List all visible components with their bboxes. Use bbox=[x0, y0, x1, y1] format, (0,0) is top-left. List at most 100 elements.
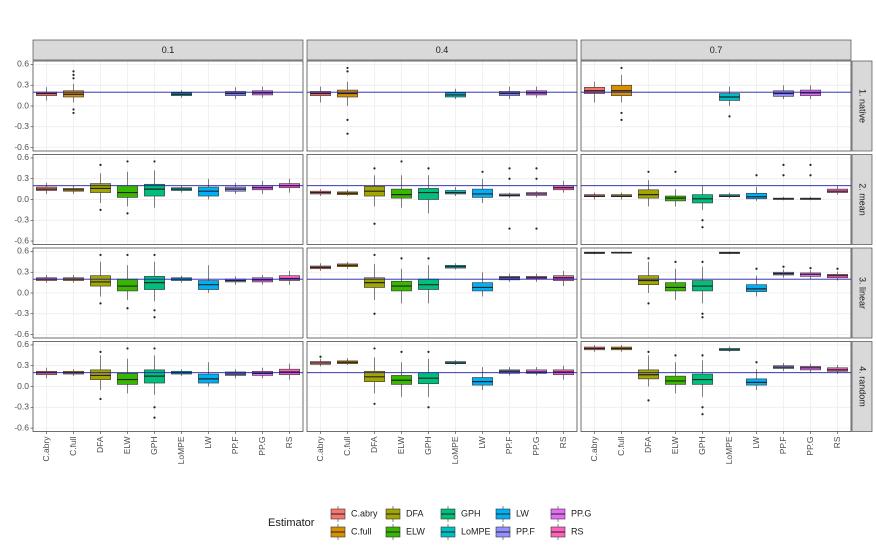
box bbox=[90, 369, 111, 380]
panel bbox=[306, 247, 578, 339]
outlier bbox=[809, 163, 812, 166]
x-tick-label: LoMPE bbox=[724, 436, 734, 464]
outlier bbox=[72, 73, 75, 76]
outlier bbox=[72, 70, 75, 73]
strip-bg bbox=[580, 39, 852, 61]
box bbox=[638, 189, 659, 199]
outlier bbox=[701, 312, 704, 315]
y-tick-label: 0.6 bbox=[17, 339, 29, 349]
panel bbox=[306, 60, 578, 152]
outlier bbox=[126, 347, 129, 350]
legend-label: PP.F bbox=[516, 526, 535, 536]
outlier bbox=[400, 160, 403, 163]
outlier bbox=[755, 361, 758, 364]
panel-border bbox=[580, 154, 852, 245]
outlier bbox=[427, 350, 430, 353]
x-tick-label: PP.F bbox=[504, 437, 514, 455]
y-tick-label: -0.6 bbox=[14, 142, 29, 152]
box bbox=[665, 375, 686, 385]
outlier bbox=[427, 167, 430, 170]
outlier bbox=[701, 354, 704, 357]
outlier bbox=[346, 70, 349, 73]
outlier bbox=[346, 118, 349, 121]
row-label: 4. random bbox=[858, 366, 868, 407]
outlier bbox=[126, 160, 129, 163]
strip-bg bbox=[32, 39, 304, 61]
panel bbox=[306, 341, 578, 432]
x-tick-label: C.full bbox=[68, 436, 78, 455]
strip-bg bbox=[851, 154, 873, 245]
outlier bbox=[427, 257, 430, 260]
x-tick-label: PP.F bbox=[230, 437, 240, 455]
panel bbox=[580, 341, 852, 432]
outlier bbox=[99, 350, 102, 353]
outlier bbox=[647, 350, 650, 353]
legend-label: PP.G bbox=[571, 508, 591, 518]
outlier bbox=[535, 167, 538, 170]
outlier bbox=[728, 115, 731, 118]
x-tick-label: DFA bbox=[95, 436, 105, 453]
outlier bbox=[701, 316, 704, 319]
x-tick-label: C.abry bbox=[315, 436, 325, 462]
legend-label: LoMPE bbox=[461, 526, 491, 536]
x-tick-label: LoMPE bbox=[176, 436, 186, 464]
x-tick-label: LoMPE bbox=[450, 436, 460, 464]
panel bbox=[580, 247, 852, 339]
box bbox=[472, 282, 493, 292]
y-tick-label: 0.6 bbox=[17, 246, 29, 256]
outlier bbox=[674, 260, 677, 263]
outlier bbox=[373, 222, 376, 225]
y-tick-label: 0.3 bbox=[17, 173, 29, 183]
outlier bbox=[373, 402, 376, 405]
panel-border bbox=[306, 60, 578, 152]
x-tick-label: GPH bbox=[149, 437, 159, 455]
strip-bg bbox=[851, 247, 873, 339]
outlier bbox=[701, 406, 704, 409]
outlier bbox=[755, 174, 758, 177]
outlier bbox=[400, 257, 403, 260]
outlier bbox=[99, 397, 102, 401]
panel-border bbox=[306, 154, 578, 245]
outlier bbox=[153, 253, 156, 257]
box bbox=[144, 183, 165, 197]
panel bbox=[32, 154, 304, 245]
outlier bbox=[701, 260, 704, 263]
x-tick-label: C.abry bbox=[41, 436, 51, 462]
x-tick-label: LW bbox=[477, 437, 487, 449]
outlier bbox=[701, 413, 704, 416]
outlier bbox=[508, 177, 511, 180]
y-tick-label: -0.3 bbox=[14, 308, 29, 318]
panel bbox=[580, 154, 852, 245]
column-label: 0.7 bbox=[710, 45, 723, 55]
legend-label: DFA bbox=[406, 508, 424, 518]
box bbox=[418, 188, 439, 200]
x-tick-label: DFA bbox=[643, 436, 653, 453]
box bbox=[117, 278, 138, 292]
outlier bbox=[153, 316, 156, 319]
y-tick-label: 0.0 bbox=[17, 100, 29, 110]
panel-border bbox=[32, 247, 304, 339]
outlier bbox=[153, 347, 156, 350]
outlier bbox=[126, 212, 129, 215]
panel-border bbox=[32, 154, 304, 245]
outlier bbox=[99, 208, 102, 211]
outlier bbox=[346, 66, 349, 70]
panel bbox=[580, 60, 852, 152]
box bbox=[117, 185, 138, 198]
panel-border bbox=[306, 247, 578, 339]
x-tick-label: GPH bbox=[697, 437, 707, 455]
outlier bbox=[481, 170, 484, 173]
outlier bbox=[400, 350, 403, 353]
panel-border bbox=[580, 341, 852, 432]
x-tick-label: ELW bbox=[670, 437, 680, 455]
y-tick-label: 0.0 bbox=[17, 194, 29, 204]
box bbox=[746, 284, 767, 292]
x-tick-label: DFA bbox=[369, 436, 379, 453]
column-label: 0.1 bbox=[162, 45, 175, 55]
outlier bbox=[99, 163, 102, 166]
outlier bbox=[647, 257, 650, 260]
outlier bbox=[809, 174, 812, 177]
outlier bbox=[647, 170, 650, 173]
y-tick-label: -0.6 bbox=[14, 329, 29, 339]
